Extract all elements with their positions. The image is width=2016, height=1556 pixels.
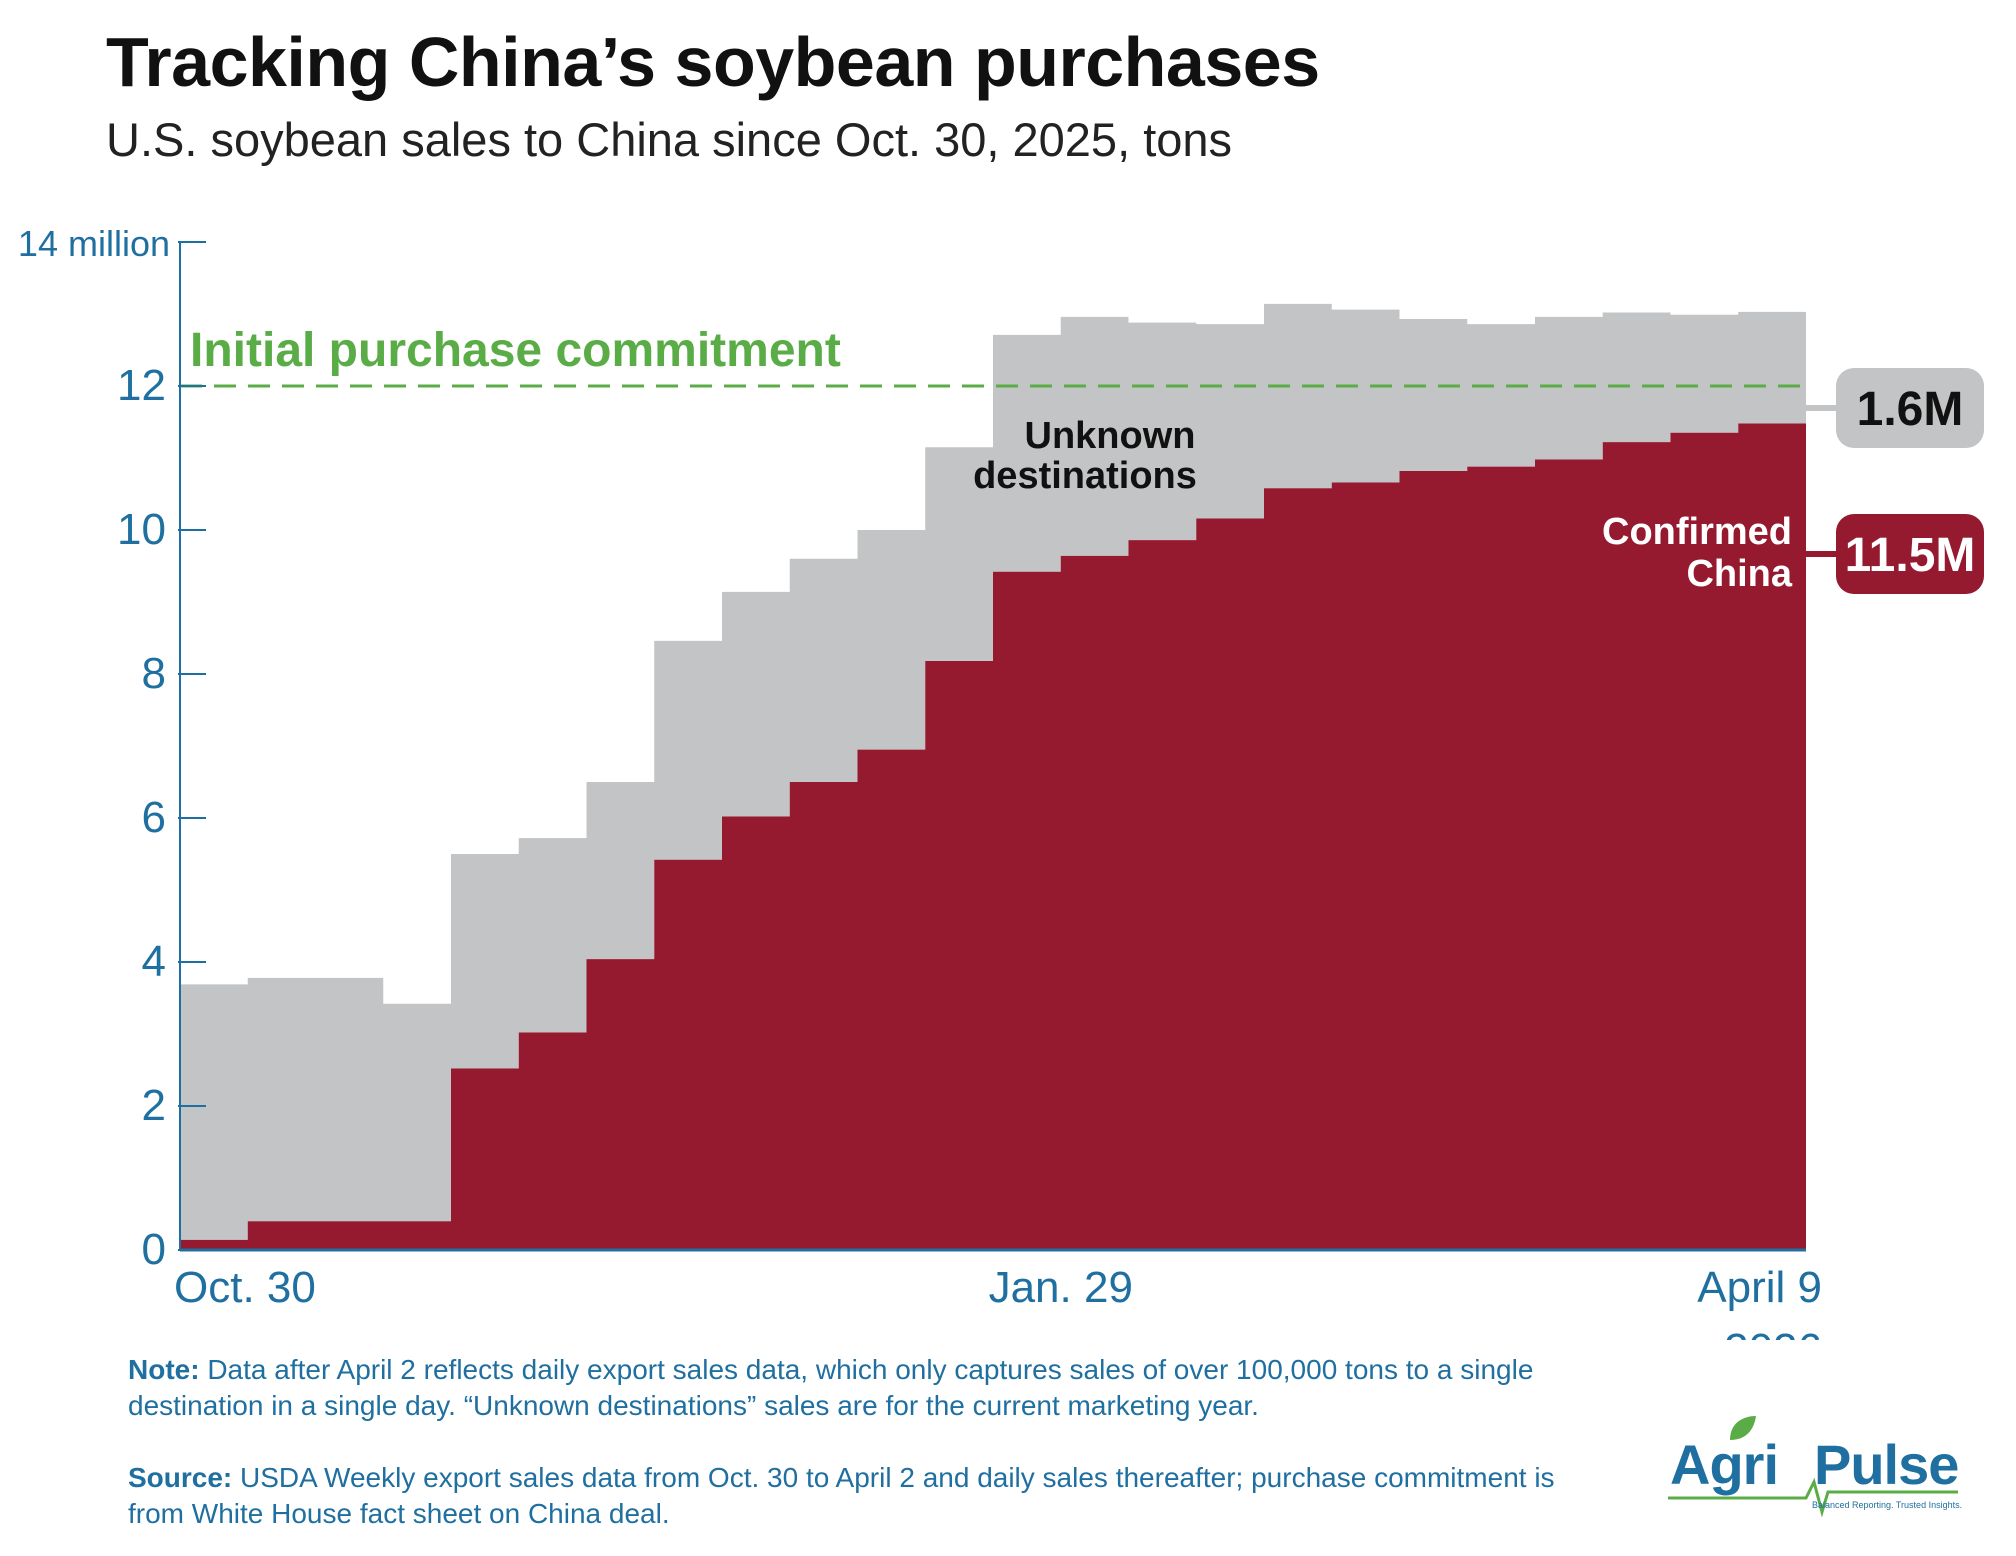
stacked-areas bbox=[180, 303, 1806, 1250]
y-tick-label: 8 bbox=[142, 649, 166, 698]
axes: 0 2 4 6 8 10 12 14 million Oct. 30 Jan. 29 April 9… bbox=[18, 223, 1822, 1340]
x-tick-label: April 9 bbox=[1697, 1263, 1822, 1312]
logo-tagline: Balanced Reporting. Trusted Insights. bbox=[1812, 1500, 1963, 1510]
chart-subtitle: U.S. soybean sales to China since Oct. 3… bbox=[106, 113, 1233, 166]
logo-pulse: Pulse bbox=[1814, 1433, 1959, 1496]
confirmed-china-area bbox=[180, 423, 1806, 1250]
y-tick-label: 2 bbox=[142, 1081, 166, 1130]
logo-leaf-icon bbox=[1668, 1416, 1958, 1518]
confirmed-area-label: China bbox=[1686, 553, 1792, 595]
y-tick-label: 0 bbox=[142, 1225, 166, 1274]
y-tick-label: 12 bbox=[117, 361, 166, 410]
agri-pulse-logo: Agri Pulse Balanced Reporting. Trusted I… bbox=[1668, 1412, 1962, 1522]
confirmed-area-label: Confirmed bbox=[1602, 511, 1792, 553]
x-tick-label: Oct. 30 bbox=[174, 1263, 316, 1312]
chart-source: Source: USDA Weekly export sales data fr… bbox=[128, 1460, 1598, 1532]
note-text: Data after April 2 reflects daily export… bbox=[128, 1354, 1534, 1421]
end-label-value: 1.6M bbox=[1857, 383, 1964, 436]
source-text: USDA Weekly export sales data from Oct. … bbox=[128, 1462, 1555, 1529]
end-label-box bbox=[1836, 514, 1984, 594]
note-label: Note: bbox=[128, 1354, 200, 1385]
unknown-area-label: Unknown bbox=[1025, 415, 1196, 457]
end-label-box bbox=[1836, 368, 1984, 448]
chart-title: Tracking China’s soybean purchases bbox=[106, 23, 1320, 101]
y-tick-label: 10 bbox=[117, 505, 166, 554]
soybean-sales-chart: Initial purchase commitment 0 2 4 6 8 10 12 14 … bbox=[18, 223, 1984, 1340]
end-label-value: 11.5M bbox=[1845, 529, 1976, 582]
logo-agri: Agri bbox=[1670, 1433, 1779, 1496]
y-tick-label: 14 million bbox=[18, 223, 170, 264]
y-tick-label: 4 bbox=[142, 937, 166, 986]
y-tick-label: 6 bbox=[142, 793, 166, 842]
reference-line-group: Initial purchase commitment bbox=[180, 324, 1806, 388]
commitment-label: Initial purchase commitment bbox=[190, 324, 841, 377]
x-tick-label: Jan. 29 bbox=[989, 1263, 1133, 1312]
source-label: Source: bbox=[128, 1462, 233, 1493]
unknown-area-label: destinations bbox=[973, 455, 1197, 497]
chart-note: Note: Data after April 2 reflects daily … bbox=[128, 1352, 1598, 1424]
x-tick-sublabel: 2026 bbox=[1724, 1325, 1822, 1340]
